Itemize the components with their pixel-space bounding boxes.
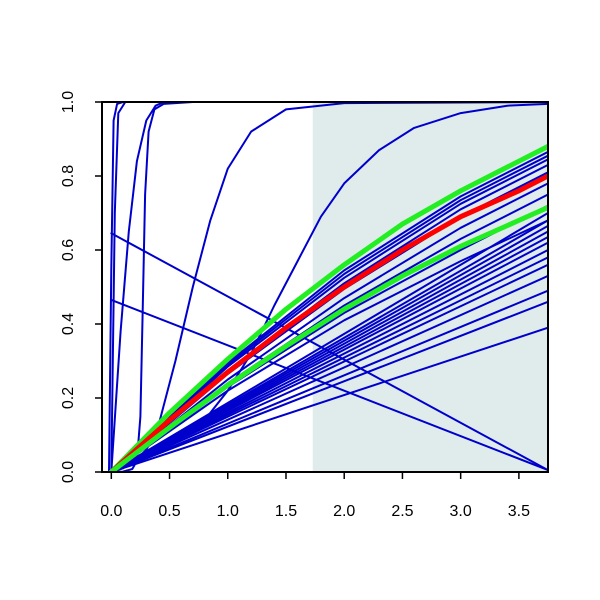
x-tick-label: 1.0 — [217, 503, 239, 520]
x-axis: 0.0 0.5 1.0 1.5 2.0 2.5 3.0 3.5 — [100, 472, 530, 520]
series-line-32 — [108, 173, 548, 472]
y-tick-label: 0.4 — [60, 313, 77, 335]
y-axis: 0.0 0.2 0.4 0.6 0.8 1.0 — [60, 91, 102, 483]
y-tick-label: 0.2 — [60, 387, 77, 409]
series-line-15 — [110, 249, 548, 472]
series-line-8 — [110, 298, 548, 472]
x-tick-label: 3.5 — [508, 503, 530, 520]
series-layer — [108, 102, 548, 472]
y-tick-label: 1.0 — [60, 91, 77, 113]
series-line-33 — [108, 204, 548, 472]
series-line-30 — [110, 150, 548, 472]
series-line-13 — [110, 263, 548, 472]
series-line-10 — [110, 300, 548, 472]
x-tick-label: 0.0 — [100, 503, 122, 520]
y-tick-label: 0.8 — [60, 165, 77, 187]
x-tick-label: 1.5 — [275, 503, 297, 520]
series-line-14 — [110, 256, 548, 472]
x-tick-label: 0.5 — [158, 503, 180, 520]
x-tick-label: 2.0 — [333, 503, 355, 520]
series-line-9 — [110, 326, 548, 472]
plot-frame — [101, 101, 549, 473]
x-tick-label: 2.5 — [391, 503, 413, 520]
series-line-1 — [108, 102, 548, 472]
series-line-20 — [110, 219, 548, 472]
x-tick-label: 3.0 — [450, 503, 472, 520]
series-line-31 — [108, 143, 548, 472]
y-tick-label: 0.0 — [60, 461, 77, 483]
series-line-11 — [110, 289, 548, 472]
series-line-22 — [110, 219, 548, 472]
y-tick-label: 0.6 — [60, 239, 77, 261]
series-line-12 — [110, 274, 548, 472]
series-line-21 — [110, 212, 548, 472]
series-line-2 — [110, 102, 548, 472]
